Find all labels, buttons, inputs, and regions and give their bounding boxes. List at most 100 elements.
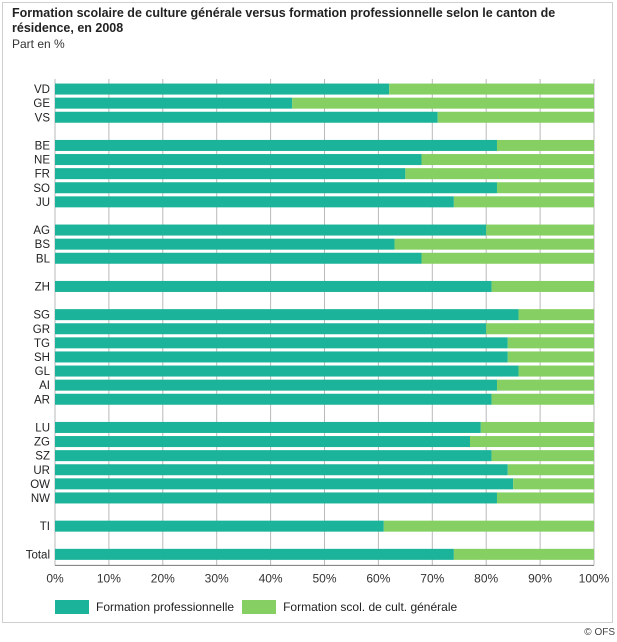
x-tick-label: 30% <box>205 571 229 585</box>
bar-professional <box>55 224 487 236</box>
bar-general <box>389 83 594 95</box>
category-label: BL <box>36 253 51 265</box>
bar-professional <box>55 168 406 180</box>
chart-legend: Formation professionnelle Formation scol… <box>55 600 465 614</box>
bar-general <box>496 379 594 391</box>
bar-professional <box>55 196 454 208</box>
bar-professional <box>55 280 492 292</box>
bar-general <box>292 97 594 109</box>
x-tick-label: 0% <box>46 571 64 585</box>
bar-professional <box>55 365 519 377</box>
bar-general <box>518 309 594 321</box>
bar-general <box>405 168 594 180</box>
bar-general <box>437 111 594 123</box>
x-tick-label: 60% <box>366 571 390 585</box>
bar-professional <box>55 478 514 490</box>
bar-general <box>383 520 594 532</box>
bar-professional <box>55 421 481 433</box>
bar-professional <box>55 393 492 405</box>
category-label: GR <box>33 324 50 336</box>
bar-general <box>507 337 594 349</box>
bar-professional <box>55 139 497 151</box>
bar-professional <box>55 351 508 363</box>
legend-swatch-professional <box>55 600 89 614</box>
category-label: GE <box>33 98 50 110</box>
bar-professional <box>55 520 384 532</box>
legend-label-professional: Formation professionnelle <box>96 600 235 614</box>
category-label: Total <box>26 549 50 561</box>
bar-general <box>486 224 594 236</box>
bar-general <box>513 478 594 490</box>
category-label: ZG <box>34 437 50 449</box>
x-tick-label: 20% <box>151 571 175 585</box>
category-label: UR <box>33 465 50 477</box>
category-label: OW <box>30 479 50 491</box>
legend-label-general: Formation scol. de cult. générale <box>283 600 458 614</box>
x-tick-label: 50% <box>312 571 336 585</box>
bar-general <box>480 421 594 433</box>
category-label: TG <box>34 338 50 350</box>
bar-general <box>491 393 594 405</box>
category-label: AI <box>39 380 50 392</box>
chart-subtitle: Part en % <box>12 37 65 51</box>
category-label: LU <box>35 422 50 434</box>
legend-swatch-general <box>242 600 277 614</box>
category-label: JU <box>36 197 50 209</box>
bar-chart: 0% 10% 20% 30% 40% 50% 60% 70% 80% 90% 100% VD GE VS B… <box>26 79 610 585</box>
category-label: NW <box>31 493 50 505</box>
category-label: TI <box>40 521 50 533</box>
x-tick-label: 10% <box>97 571 121 585</box>
bar-general <box>518 365 594 377</box>
category-label: AR <box>34 394 50 406</box>
source-credit: © OFS <box>584 627 615 638</box>
bar-general <box>394 238 594 250</box>
bar-general <box>496 492 594 504</box>
bar-general <box>507 464 594 476</box>
bar-professional <box>55 337 508 349</box>
chart-title: Formation scolaire de culture générale v… <box>12 6 556 35</box>
bar-professional <box>55 464 508 476</box>
bar-professional <box>55 450 492 462</box>
x-tick-label: 100% <box>579 571 610 585</box>
x-tick-label: 80% <box>474 571 498 585</box>
bar-general <box>496 182 594 194</box>
category-label: VD <box>34 84 50 96</box>
category-label: ZH <box>35 281 50 293</box>
bar-general <box>507 351 594 363</box>
category-label: GL <box>35 366 51 378</box>
category-label: AG <box>33 225 50 237</box>
category-label: SZ <box>35 451 50 463</box>
bar-general <box>453 196 594 208</box>
bar-general <box>453 548 594 560</box>
bar-professional <box>55 323 487 335</box>
x-tick-label: 40% <box>259 571 283 585</box>
bar-professional <box>55 154 422 166</box>
legend-item-general: Formation scol. de cult. générale <box>242 600 457 614</box>
bar-general <box>491 450 594 462</box>
bar-general <box>486 323 594 335</box>
category-label: SO <box>33 183 50 195</box>
category-label: FR <box>35 169 50 181</box>
category-label: SH <box>34 352 50 364</box>
category-label: BS <box>35 239 51 251</box>
category-label: SG <box>33 310 50 322</box>
x-tick-label: 90% <box>528 571 552 585</box>
x-tick-label: 70% <box>420 571 444 585</box>
bar-general <box>496 139 594 151</box>
category-label: VS <box>35 112 51 124</box>
bar-professional <box>55 83 390 95</box>
category-label: BE <box>35 140 51 152</box>
bar-professional <box>55 492 497 504</box>
bar-professional <box>55 436 471 448</box>
bar-professional <box>55 182 497 194</box>
legend-item-professional: Formation professionnelle <box>55 600 234 614</box>
bar-general <box>421 154 594 166</box>
bar-professional <box>55 379 497 391</box>
bar-professional <box>55 309 519 321</box>
chart-frame <box>2 2 613 623</box>
bar-general <box>421 252 594 264</box>
bar-professional <box>55 97 293 109</box>
category-label: NE <box>34 155 50 167</box>
bar-general <box>470 436 594 448</box>
bar-general <box>491 280 594 292</box>
